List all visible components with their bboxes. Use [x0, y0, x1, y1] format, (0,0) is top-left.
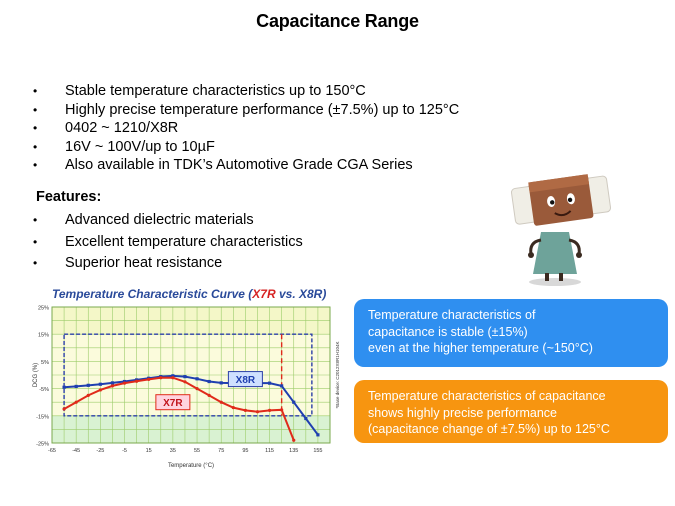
- series-point-x7r: [267, 408, 272, 412]
- series-point-x7r: [86, 393, 90, 397]
- series-point-x7r: [195, 387, 199, 391]
- series-point-x8r: [280, 384, 284, 388]
- y-tick-label: 15%: [38, 333, 49, 339]
- callout-line: capacitance is stable (±15%): [368, 324, 528, 339]
- series-point-x7r: [255, 410, 260, 414]
- series-point-x7r: [183, 380, 187, 384]
- series-point-x7r: [280, 408, 284, 412]
- precision-callout: Temperature characteristics of capacitan…: [354, 380, 668, 443]
- capacitor-mascot-icon: [510, 174, 612, 286]
- stability-callout: Temperature characteristics of capacitan…: [354, 299, 668, 367]
- y-tick-label: -25%: [36, 442, 49, 448]
- x-tick-label: 95: [242, 448, 248, 454]
- series-point-x8r: [74, 384, 78, 389]
- features-list: Advanced dielectric materials Excellent …: [33, 210, 303, 275]
- series-point-x7r: [74, 400, 78, 404]
- series-point-x7r: [231, 406, 235, 410]
- y-axis-label: DCG (%): [33, 363, 39, 387]
- x-tick-label: -45: [72, 448, 80, 454]
- feature-item: Advanced dielectric materials: [33, 210, 303, 232]
- callout-line: shows highly precise performance: [368, 405, 557, 420]
- chart-title-suffix: ): [322, 287, 327, 301]
- series-label-x8r: X8R: [236, 375, 256, 386]
- plot-frame: [51, 306, 331, 444]
- series-point-x7r: [122, 381, 127, 385]
- series-point-x8r: [62, 385, 66, 389]
- series-point-x8r: [316, 433, 320, 437]
- series-point-x8r: [171, 374, 175, 378]
- series-line-x8r: [64, 374, 319, 436]
- feature-item: Superior heat resistance: [33, 253, 303, 275]
- series-point-x8r: [183, 375, 187, 379]
- y-tick-label: -5%: [39, 387, 49, 393]
- series-point-x8r: [304, 416, 308, 421]
- x8r-limit-box: [63, 333, 313, 417]
- chart-title: Temperature Characteristic Curve (X7R vs…: [52, 287, 326, 301]
- bullet-item: Also available in TDK’s Automotive Grade…: [33, 156, 459, 175]
- y-tick-label: -15%: [36, 414, 49, 420]
- x-tick-label: 15: [146, 448, 152, 454]
- series-line-x7r: [63, 376, 295, 441]
- feature-item: Excellent temperature characteristics: [33, 232, 303, 254]
- series-point-x8r: [267, 381, 272, 385]
- bullet-item: 0402 ~ 1210/X8R: [33, 119, 459, 138]
- series-label-x7r: X7R: [163, 398, 183, 409]
- bullet-item: Stable temperature characteristics up to…: [33, 82, 459, 101]
- x-tick-label: 75: [218, 448, 224, 454]
- x-tick-label: 55: [194, 448, 200, 454]
- x-tick-label: 115: [265, 448, 274, 454]
- series-point-x8r: [98, 382, 102, 386]
- slide-title: Capacitance Range: [256, 11, 419, 31]
- x-tick-label: 35: [170, 448, 176, 454]
- bullet-item: Highly precise temperature performance (…: [33, 101, 459, 120]
- x-tick-label: -25: [96, 448, 104, 454]
- y-tick-label: 5%: [41, 360, 49, 366]
- chart-title-prefix: Temperature Characteristic Curve (: [52, 287, 253, 301]
- x-tick-label: -65: [48, 448, 56, 454]
- x-axis-label: Temperature (°C): [168, 463, 214, 469]
- series-point-x7r: [147, 377, 151, 381]
- series-point-x7r: [110, 384, 115, 388]
- callout-line: Temperature characteristics of capacitan…: [368, 389, 606, 403]
- series-label-box-x8r: [227, 371, 263, 388]
- series-point-x8r: [292, 400, 296, 404]
- base-device-note: *Base device: C2012X8R1H104K: [335, 341, 340, 408]
- series-point-x8r: [195, 377, 199, 381]
- spec-bullet-list: Stable temperature characteristics up to…: [33, 82, 459, 175]
- series-label-box-x7r: [155, 394, 191, 411]
- series-point-x7r: [292, 438, 296, 442]
- series-point-x7r: [62, 407, 66, 411]
- x-tick-label: -5: [122, 448, 127, 454]
- series-point-x7r: [207, 393, 211, 397]
- chart-title-x7r: X7R: [252, 287, 276, 301]
- series-point-x8r: [110, 381, 115, 385]
- temperature-characteristic-chart: X8R X7R 25% 15% 5% -5% -15% -25% -65 -45 -25 -5 15 35…: [30, 283, 350, 483]
- callout-line: even at the higher temperature (~150°C): [368, 341, 593, 355]
- x-tick-label: 155: [313, 448, 322, 454]
- x-tick-label: 135: [289, 448, 298, 454]
- features-heading: Features:: [36, 189, 102, 205]
- series-point-x7r: [159, 376, 163, 380]
- series-point-x7r: [219, 400, 223, 404]
- series-point-x8r: [86, 383, 90, 387]
- series-point-x7r: [98, 388, 102, 392]
- callout-line: Temperature characteristics of: [368, 308, 536, 322]
- chart-canvas: X8R X7R 25% 15% 5% -5% -15% -25%-65 -45 -25 -5 15 35…: [33, 306, 340, 470]
- series-point-x8r: [122, 379, 127, 384]
- y-tick-label: 25%: [38, 306, 49, 312]
- chart-title-x8r: X8R: [299, 287, 323, 301]
- bullet-item: 16V ~ 100V/up to 10µF: [33, 138, 459, 157]
- series-point-x7r: [243, 408, 247, 412]
- chart-title-vs: vs.: [275, 287, 299, 301]
- series-point-x8r: [207, 379, 211, 384]
- series-point-x8r: [219, 381, 223, 385]
- series-point-x7r: [135, 379, 139, 383]
- series-point-x7r: [171, 376, 175, 380]
- callout-line: (capacitance change of ±7.5%) up to 125°…: [368, 422, 610, 436]
